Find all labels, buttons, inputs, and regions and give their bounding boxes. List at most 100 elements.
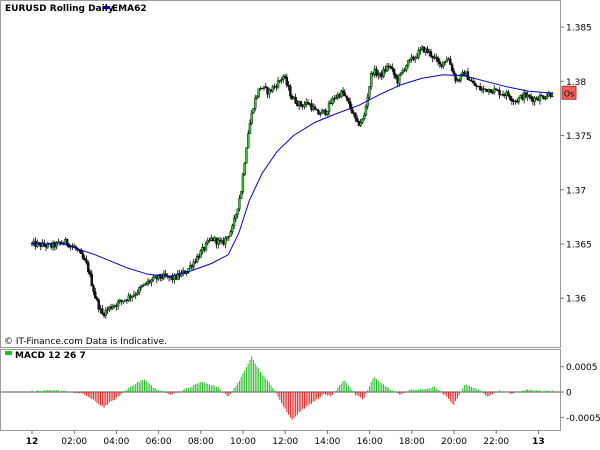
candle-body: [250, 112, 253, 124]
candle-body: [435, 56, 438, 59]
y-tick-label: 1.365: [566, 240, 592, 250]
candle-body: [150, 279, 153, 283]
candle-body: [406, 60, 410, 66]
candle-body: [375, 68, 378, 76]
y-tick-label: 1.37: [566, 186, 586, 196]
candle-body: [345, 95, 348, 99]
candle-body: [529, 96, 533, 99]
candle-body: [392, 68, 396, 76]
candle-body: [470, 80, 473, 82]
candle-body: [238, 198, 241, 210]
candle-body: [83, 258, 86, 261]
candle-body: [551, 95, 554, 98]
candle-body: [92, 285, 95, 292]
x-tick-label: 16:00: [357, 437, 383, 447]
price-panel-frame: [0, 0, 561, 348]
candle-body: [507, 91, 510, 97]
x-tick-label: 02:00: [61, 437, 87, 447]
candle-body: [206, 240, 209, 244]
macd-y-tick-label: 0.0005: [566, 363, 598, 373]
candle-body: [187, 268, 190, 273]
candle-body: [287, 84, 290, 87]
candle-body: [319, 113, 322, 115]
candle-body: [545, 95, 549, 99]
candle-body: [276, 80, 280, 88]
macd-title: MACD 12 26 7: [15, 351, 86, 361]
candle-body: [257, 88, 260, 98]
candle-body: [471, 81, 475, 84]
candle-body: [36, 242, 39, 247]
candle-body: [239, 191, 243, 199]
candle-body: [268, 89, 271, 95]
candle-body: [95, 297, 99, 300]
candle-body: [315, 109, 318, 111]
candle-body: [341, 90, 345, 94]
candle-body: [419, 49, 422, 51]
candle-body: [494, 88, 498, 91]
candle-body: [285, 76, 289, 86]
last-price-tag: [561, 85, 577, 100]
candle-body: [443, 61, 447, 63]
candle-body: [320, 110, 324, 115]
candle-body: [413, 57, 417, 60]
macd-y-tick-label: -0.0005: [566, 414, 600, 424]
chart-title: EURUSD Rolling Daily: [5, 4, 114, 14]
candle-body: [327, 102, 331, 112]
candle-body: [55, 242, 58, 248]
candle-body: [334, 97, 338, 99]
x-tick-label: 10:00: [230, 437, 256, 447]
candle-body: [310, 103, 313, 110]
candle-body: [143, 283, 146, 286]
candle-body: [359, 122, 362, 126]
candle-body: [544, 97, 547, 100]
candle-body: [354, 112, 357, 119]
y-tick-label: 1.375: [566, 132, 592, 142]
candle-body: [252, 108, 255, 114]
candle-body: [347, 97, 350, 102]
x-tick-label: 12: [26, 437, 39, 447]
candle-body: [489, 89, 492, 93]
candle-body: [436, 57, 440, 62]
candle-body: [405, 65, 408, 71]
candle-body: [366, 97, 369, 107]
candle-body: [234, 214, 238, 219]
ema62-legend-label: EMA62: [112, 4, 147, 14]
candle-body: [498, 90, 501, 96]
candle-body: [331, 98, 334, 104]
candle-body: [535, 97, 538, 100]
candle-body: [348, 101, 352, 108]
candle-body: [88, 271, 92, 275]
candle-body: [466, 71, 470, 80]
macd-y-tick-label: 0: [566, 389, 572, 399]
candle-body: [385, 65, 389, 72]
candle-body: [493, 88, 496, 93]
candle-body: [192, 261, 195, 268]
candle-body: [116, 301, 120, 307]
x-tick-label: 04:00: [103, 437, 129, 447]
candle-body: [510, 98, 514, 102]
candle-body: [299, 101, 303, 107]
candle-body: [227, 236, 231, 238]
candle-body: [204, 242, 208, 251]
candle-body: [236, 208, 239, 215]
candle-body: [391, 67, 394, 70]
macd-panel: [0, 356, 560, 420]
candle-body: [362, 114, 366, 120]
x-tick-label: 14:00: [314, 437, 340, 447]
data-disclaimer: © IT-Finance.com Data is Indicative.: [4, 337, 167, 347]
candle-body: [87, 262, 90, 272]
ema62-legend-swatch: [103, 6, 110, 9]
candle-body: [438, 61, 441, 64]
candle-body: [361, 118, 364, 123]
candle-body: [81, 253, 85, 259]
candle-body: [199, 250, 202, 258]
candle-body: [454, 73, 457, 82]
candle-body: [208, 239, 211, 242]
candle-body: [97, 299, 100, 310]
y-tick-label: 1.36: [566, 295, 586, 305]
candle-body: [80, 250, 83, 254]
candle-body: [255, 96, 259, 99]
candle-body: [196, 256, 199, 263]
